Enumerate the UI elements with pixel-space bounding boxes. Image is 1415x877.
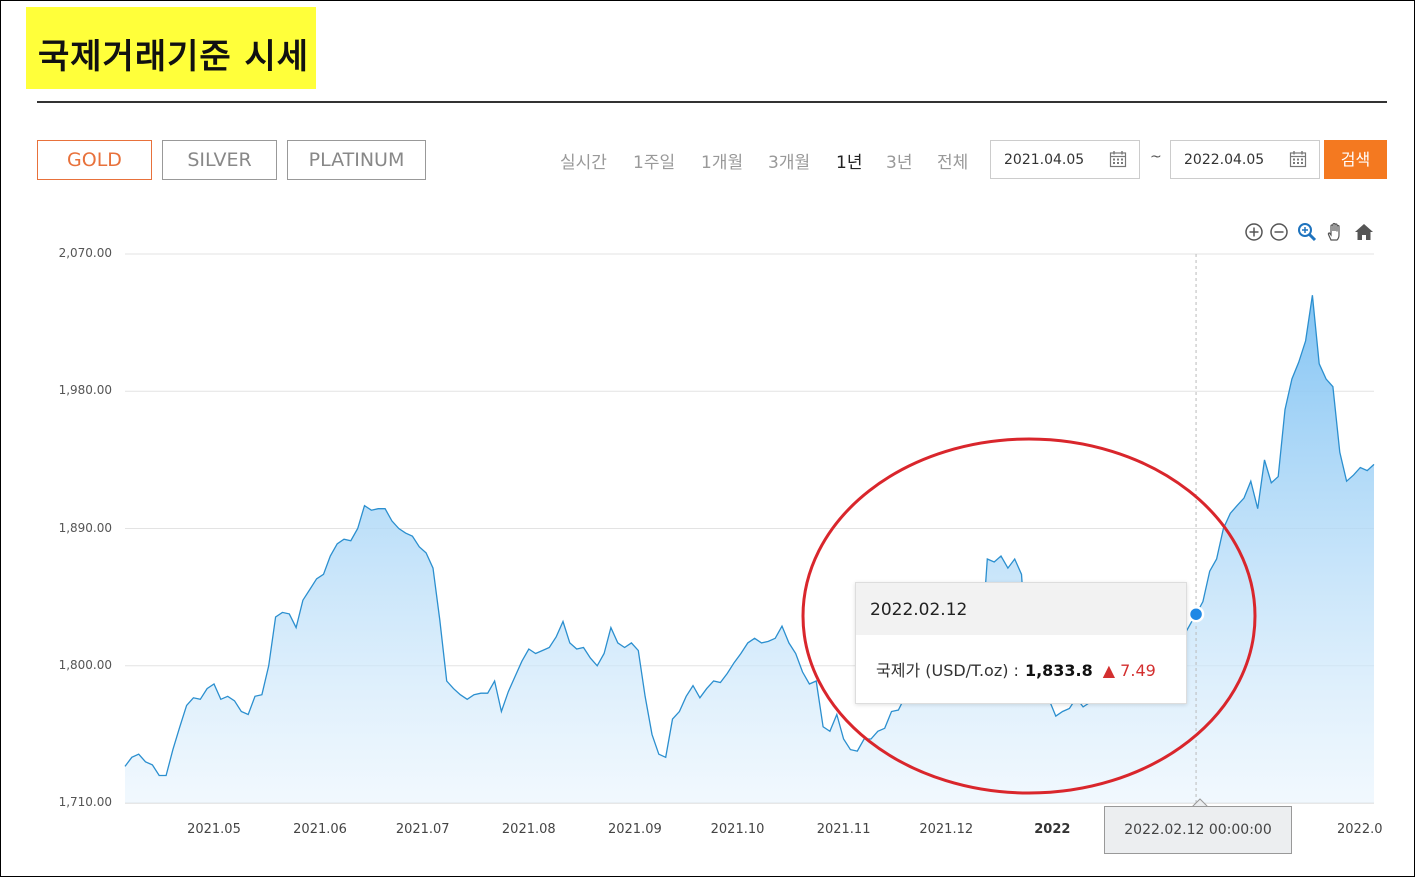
zoom-out-icon[interactable] [1269,222,1289,242]
period-3year[interactable]: 3년 [886,153,913,173]
cursor-label-pointer [1190,798,1210,808]
tooltip-label: 국제가 (USD/T.oz) : [876,661,1019,680]
period-1month[interactable]: 1개월 [701,153,744,173]
x-tick-label: 2021.11 [816,822,871,837]
home-reset-icon[interactable] [1354,222,1374,242]
page-title: 국제거래기준 시세 [26,7,316,89]
x-tick-label: 2022 [1034,822,1071,837]
calendar-icon[interactable] [1289,150,1307,168]
x-tick-label: 2021.07 [395,822,450,837]
period-1year[interactable]: 1년 [836,153,863,173]
y-tick-label: 1,710.00 [58,795,112,809]
period-realtime[interactable]: 실시간 [560,153,607,173]
tab-gold[interactable]: GOLD [37,140,152,180]
y-tick-label: 1,980.00 [58,383,112,398]
tab-platinum[interactable]: PLATINUM [287,140,426,180]
tooltip-change-value: 7.49 [1120,661,1156,680]
magnifier-zoom-icon[interactable] [1297,222,1317,242]
y-tick-label: 1,890.00 [58,520,112,535]
tooltip-change: ▲ 7.49 [1103,661,1156,680]
start-date-field[interactable]: 2021.04.05 [990,140,1140,179]
period-1week[interactable]: 1주일 [633,153,676,173]
end-date-field[interactable]: 2022.04.05 [1170,140,1320,179]
x-tick-label: 2021.10 [710,822,765,837]
pan-hand-icon[interactable] [1325,222,1345,242]
zoom-in-icon[interactable] [1244,222,1264,242]
y-tick-label: 1,800.00 [58,657,112,672]
tooltip-body: 국제가 (USD/T.oz) : 1,833.8 ▲ 7.49 [856,635,1186,681]
tab-silver[interactable]: SILVER [162,140,277,180]
highlight-point[interactable] [1187,605,1205,623]
x-tick-label: 2021.05 [187,822,241,837]
x-tick-label: 2021.09 [607,822,662,837]
up-arrow-icon: ▲ [1102,661,1116,680]
x-tick-label: 2022.0 [1337,822,1383,837]
period-all[interactable]: 전체 [937,153,969,173]
y-tick-label: 2,070.00 [58,246,112,260]
x-tick-label: 2021.08 [501,822,556,837]
search-button[interactable]: 검색 [1324,140,1387,179]
x-cursor-label: 2022.02.12 00:00:00 [1104,806,1292,854]
date-range-separator: ~ [1150,149,1162,165]
price-area-fill [125,295,1374,803]
start-date-value: 2021.04.05 [1004,152,1085,168]
tooltip-date: 2022.02.12 [856,583,1186,635]
title-divider [37,101,1387,103]
x-tick-label: 2021.06 [293,822,347,837]
tooltip-value: 1,833.8 [1024,661,1093,680]
period-3month[interactable]: 3개월 [768,153,811,173]
x-tick-label: 2021.12 [919,822,974,837]
end-date-value: 2022.04.05 [1184,152,1265,168]
price-tooltip: 2022.02.12 국제가 (USD/T.oz) : 1,833.8 ▲ 7.49 [855,582,1187,704]
calendar-icon[interactable] [1109,150,1127,168]
